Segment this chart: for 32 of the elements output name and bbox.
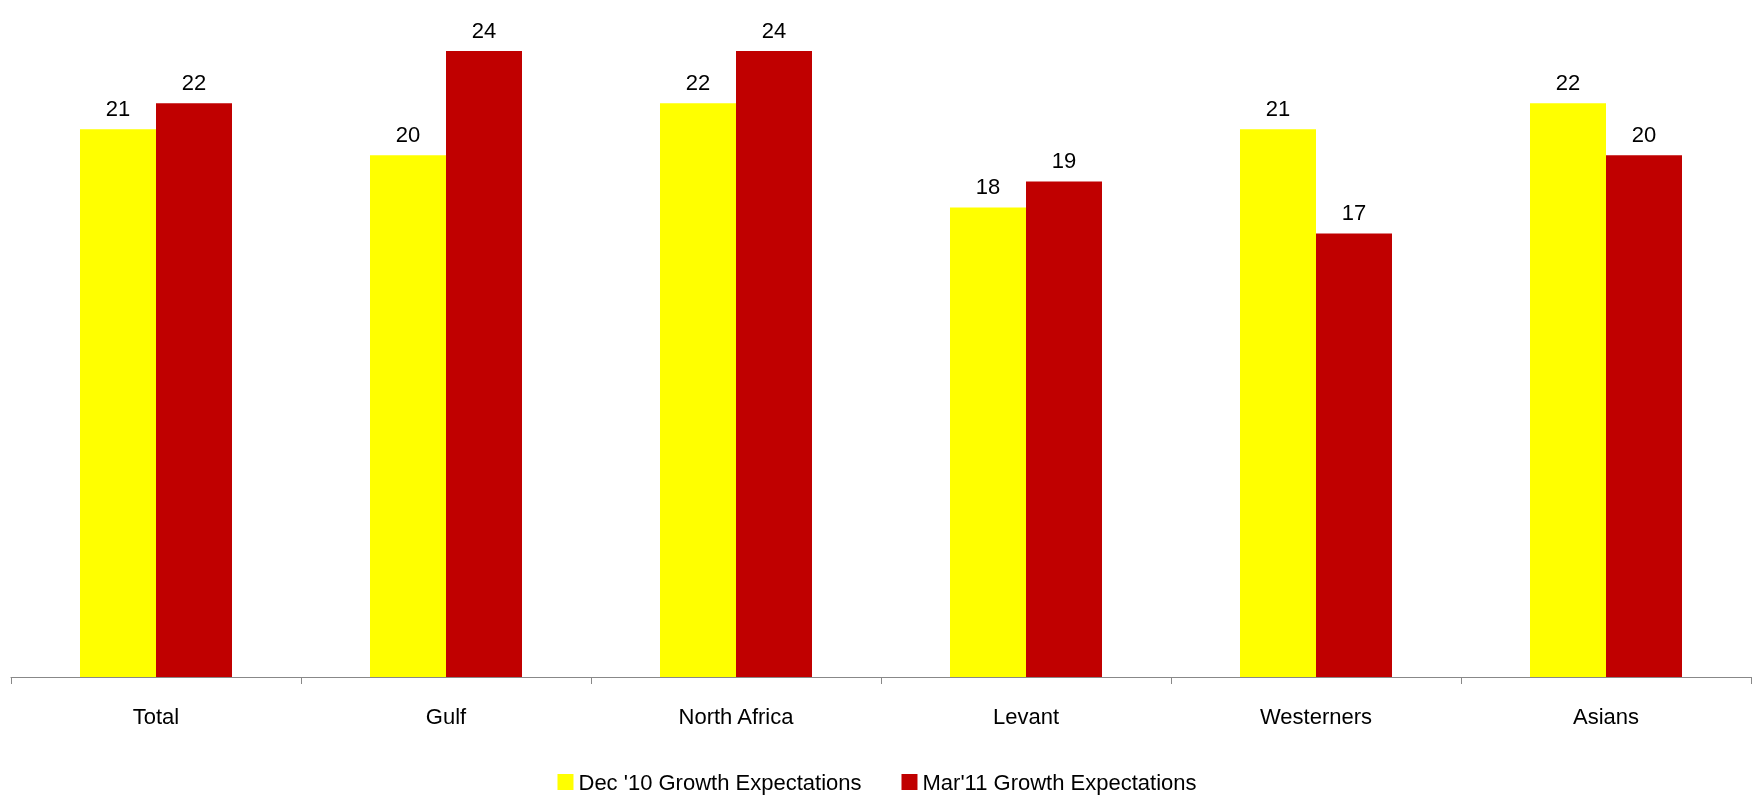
bar [950,207,1026,677]
x-tick-label: Levant [992,703,1060,729]
bar [156,103,232,677]
data-label: 19 [1051,147,1077,173]
data-label: 20 [395,121,421,147]
bar [1316,233,1392,677]
data-label: 21 [105,95,131,121]
data-label: 20 [1631,121,1657,147]
bar [80,129,156,677]
data-label: 22 [181,69,207,95]
x-tick-label: Total [132,703,180,729]
bar [736,51,812,677]
data-label: 17 [1341,200,1367,226]
bar [660,103,736,677]
bar [1606,155,1682,677]
x-tick-label: Westerners [1259,703,1373,729]
x-tick-label: Gulf [425,703,468,729]
bar [1530,103,1606,677]
bar [1240,129,1316,677]
x-tick-label: North Africa [678,703,795,729]
data-label: 24 [471,17,497,43]
data-label: 21 [1265,95,1291,121]
bar [370,155,446,677]
x-tick-label: Asians [1572,703,1640,729]
data-label: 22 [1555,69,1581,95]
data-label: 18 [975,174,1001,200]
legend-label: Dec '10 Growth Expectations [578,769,862,795]
legend-label: Mar'11 Growth Expectations [922,769,1197,795]
data-label: 22 [685,69,711,95]
bar [446,51,522,677]
bar [1026,181,1102,677]
data-label: 24 [761,17,787,43]
